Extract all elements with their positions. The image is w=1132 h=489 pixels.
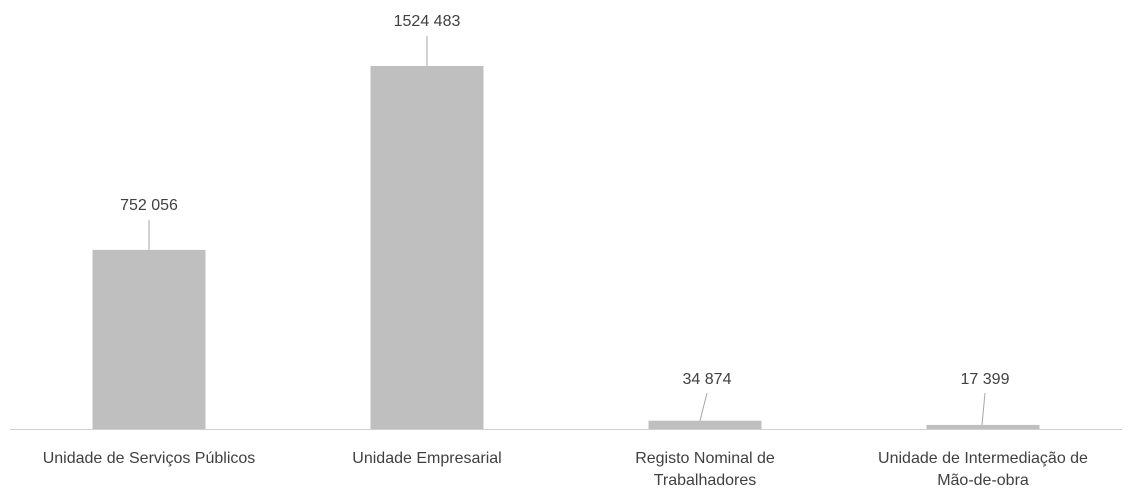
plot-area: 752 056 Unidade de Serviços Públicos 1524 … xyxy=(10,13,1122,489)
data-label-1: 1524 483 xyxy=(394,13,461,30)
data-label-3: 17 399 xyxy=(961,371,1010,388)
category-label-line: Mão-de-obra xyxy=(937,472,1029,489)
category-label-line: Unidade Empresarial xyxy=(352,450,501,467)
category-label-line: Unidade de Serviços Públicos xyxy=(43,450,256,467)
category-label-1: Unidade Empresarial xyxy=(352,450,501,467)
category-label-line: Trabalhadores xyxy=(654,472,757,489)
category-label-2: Registo Nominal de Trabalhadores xyxy=(635,450,775,489)
category-label-0: Unidade de Serviços Públicos xyxy=(43,450,256,467)
bar-1 xyxy=(370,66,484,429)
category-label-line: Registo Nominal de xyxy=(635,450,775,467)
bar-2 xyxy=(648,420,762,429)
data-label-leader-3 xyxy=(981,392,986,425)
data-label-0: 752 056 xyxy=(120,197,178,214)
data-label-2: 34 874 xyxy=(683,371,732,388)
category-label-3: Unidade de Intermediação de Mão-de-obra xyxy=(878,450,1088,489)
bar-3 xyxy=(926,424,1040,429)
data-label-leader-2 xyxy=(699,392,708,421)
bar-0 xyxy=(92,249,206,429)
category-label-line: Unidade de Intermediação de xyxy=(878,450,1088,467)
